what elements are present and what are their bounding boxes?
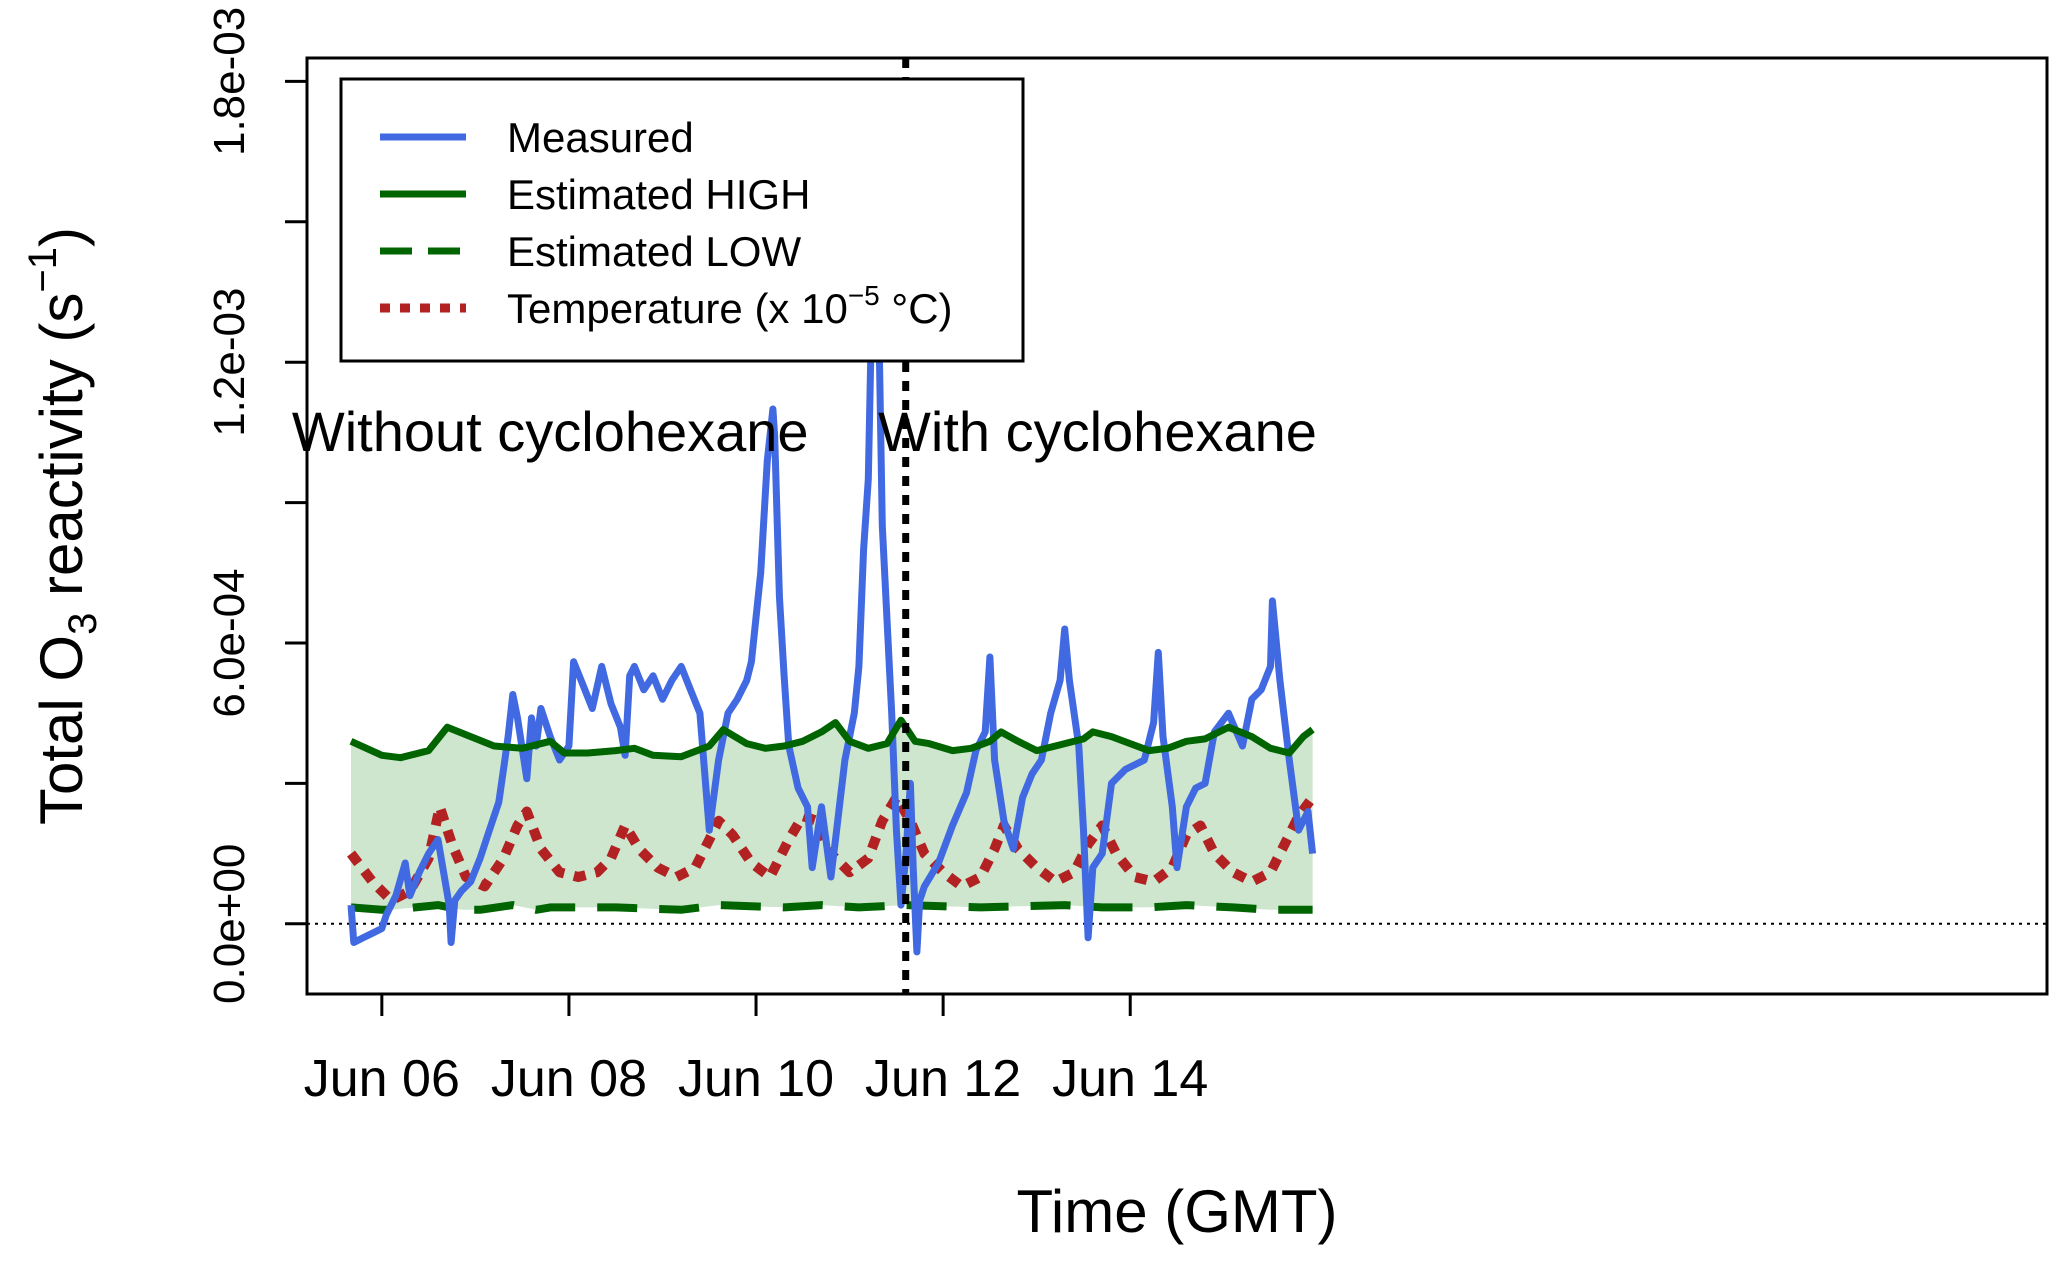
y-axis-label-sub: 3 — [61, 613, 105, 635]
legend-label-3: Temperature (x 10−5 °C) — [507, 280, 953, 332]
legend: Measured Estimated HIGH Estimated LOW Tempe… — [339, 77, 1025, 363]
series-estimated-high — [349, 716, 1315, 762]
y-axis-label-suffix: ) — [28, 227, 95, 247]
plot-layer: Without cyclohexane With cyclohexane — [292, 58, 2047, 994]
legend-label-0: Measured — [507, 114, 694, 161]
x-tick-label-1: Jun 08 — [491, 1050, 647, 1108]
y-axis-label-prefix: Total O — [28, 635, 95, 825]
legend-label-suffix: °C) — [880, 285, 953, 332]
x-tick-label-0: Jun 06 — [304, 1050, 460, 1108]
legend-box — [339, 77, 1025, 363]
x-tick-label-2: Jun 10 — [678, 1050, 834, 1108]
estimate-band — [351, 720, 1313, 910]
annotation-1: With cyclohexane — [878, 400, 1317, 463]
y-tick-label-0: 0.0e+00 — [205, 844, 254, 1004]
y-axis-label-sup: −1 — [21, 247, 65, 293]
y-tick-label-3: 1.8e-03 — [205, 7, 254, 156]
legend-label-sup: −5 — [848, 280, 880, 311]
legend-label-text: Temperature (x 10 — [507, 285, 848, 332]
x-axis-label: Time (GMT) — [1016, 1178, 1337, 1245]
y-axis-label-middle: reactivity (s — [28, 293, 95, 613]
y-tick-label-1: 6.0e-04 — [205, 568, 254, 717]
plot-frame — [305, 56, 2049, 996]
y-tick-label-2: 1.2e-03 — [205, 288, 254, 437]
axes-layer: Jun 06 Jun 08 Jun 10 Jun 12 Jun 14 0.0e+00 6.0… — [205, 7, 1208, 1108]
legend-label-1: Estimated HIGH — [507, 171, 810, 218]
series-estimated-low — [350, 901, 1313, 914]
x-tick-label-3: Jun 12 — [865, 1050, 1021, 1108]
y-axis-label: Total O3 reactivity (s−1) — [21, 227, 105, 825]
legend-label-2: Estimated LOW — [507, 228, 801, 275]
x-tick-label-4: Jun 14 — [1052, 1050, 1208, 1108]
annotation-0: Without cyclohexane — [292, 400, 809, 463]
